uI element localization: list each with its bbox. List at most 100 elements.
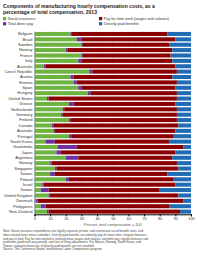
bar <box>70 75 73 79</box>
bar <box>174 134 191 138</box>
tick-mark <box>144 214 145 216</box>
tick-mark <box>81 214 82 216</box>
legend-label: Directly paid benefits <box>104 22 139 26</box>
x-tick-label: 0 <box>34 217 36 221</box>
bar <box>74 80 77 84</box>
y-tick-label: Czech Republic <box>4 69 32 74</box>
y-tick-label: United States <box>8 96 32 101</box>
bar <box>34 156 65 160</box>
bars <box>34 32 191 214</box>
bar <box>61 150 175 154</box>
series <box>160 32 191 214</box>
bar <box>172 48 191 52</box>
y-tick: United Kingdom <box>4 193 33 198</box>
bar <box>168 32 191 36</box>
bar <box>45 204 169 208</box>
bar <box>36 199 38 203</box>
y-tick-label: Austria <box>20 74 33 79</box>
series <box>38 32 184 214</box>
bar <box>47 210 49 214</box>
note-line: Source: The Conference Board, Internatio… <box>3 247 102 251</box>
y-tick-label: South Korea <box>10 139 33 144</box>
bar <box>63 113 177 117</box>
legend-label: Social insurance <box>8 17 36 21</box>
tick-mark <box>113 214 114 216</box>
bar <box>55 172 168 176</box>
bar <box>38 199 184 203</box>
tick-mark <box>128 214 129 216</box>
y-tick-label: Argentina <box>15 155 33 160</box>
bar <box>34 113 61 117</box>
x-tick: 80 <box>158 214 162 221</box>
bar <box>34 102 68 106</box>
y-tick: Norway <box>19 47 33 52</box>
bar <box>78 156 172 160</box>
bar <box>175 129 191 133</box>
bar <box>52 123 54 127</box>
bar <box>55 129 176 133</box>
bar <box>34 167 54 171</box>
bar <box>34 32 70 36</box>
axis-line <box>34 32 35 215</box>
y-tick-label: Taiwan <box>20 171 32 176</box>
bar <box>44 64 46 68</box>
y-tick-label: Israel <box>23 182 33 187</box>
bar <box>77 80 177 84</box>
bar <box>34 70 89 74</box>
bar <box>83 53 171 57</box>
bar <box>72 134 174 138</box>
bar <box>178 193 191 197</box>
y-tick: Canada <box>18 123 33 128</box>
subtitle: percentage of total compensation, 2013 <box>3 9 97 15</box>
bar <box>177 80 191 84</box>
bar <box>34 80 73 84</box>
x-tick-label: 70 <box>142 217 146 221</box>
bar <box>34 123 51 127</box>
bar <box>47 97 49 101</box>
y-tick-label: Poland <box>20 177 32 182</box>
bar <box>34 129 53 133</box>
bar <box>34 118 68 122</box>
y-tick-label: Netherlands <box>11 107 33 112</box>
legend: Social insuranceTotal direct payPay for … <box>3 17 170 26</box>
legend-label: Pay for time work (wages and salaries) <box>104 17 170 21</box>
bar <box>175 102 191 106</box>
axis-line <box>35 215 192 217</box>
bar <box>177 91 191 95</box>
y-tick: Germany <box>16 112 32 117</box>
bar <box>49 210 180 214</box>
bar <box>34 43 81 47</box>
y-tick: Sweden <box>18 42 32 47</box>
bar <box>50 161 52 165</box>
bar <box>34 91 87 95</box>
bar <box>70 32 72 36</box>
legend-item: Social insurance <box>3 17 36 21</box>
bar <box>49 97 177 101</box>
bar <box>81 53 83 57</box>
bar <box>34 86 78 90</box>
y-tick-label: Sweden <box>18 42 32 47</box>
bar <box>49 188 160 192</box>
bar <box>34 64 43 68</box>
bar <box>175 37 191 41</box>
bar <box>78 59 81 63</box>
x-tick: 70 <box>142 214 146 221</box>
bar <box>34 145 57 149</box>
bar <box>77 37 82 41</box>
y-tick-label: Japan <box>22 150 33 155</box>
y-tick: Spain <box>22 85 32 90</box>
y-tick: France <box>20 53 33 58</box>
title-group: Components of manufacturing hourly compe… <box>3 3 155 15</box>
grid-line <box>81 31 82 214</box>
y-tick-label: France <box>20 53 33 58</box>
bar <box>52 161 177 165</box>
bar <box>177 97 191 101</box>
y-tick-label: Greece <box>19 101 33 106</box>
x-tick: 10 <box>49 214 53 221</box>
tick-mark <box>50 214 51 216</box>
x-tick: 20 <box>64 214 68 221</box>
bar <box>177 70 191 74</box>
grid-line <box>34 31 35 214</box>
y-tick-label: Denmark <box>16 198 32 203</box>
bar <box>174 177 191 181</box>
